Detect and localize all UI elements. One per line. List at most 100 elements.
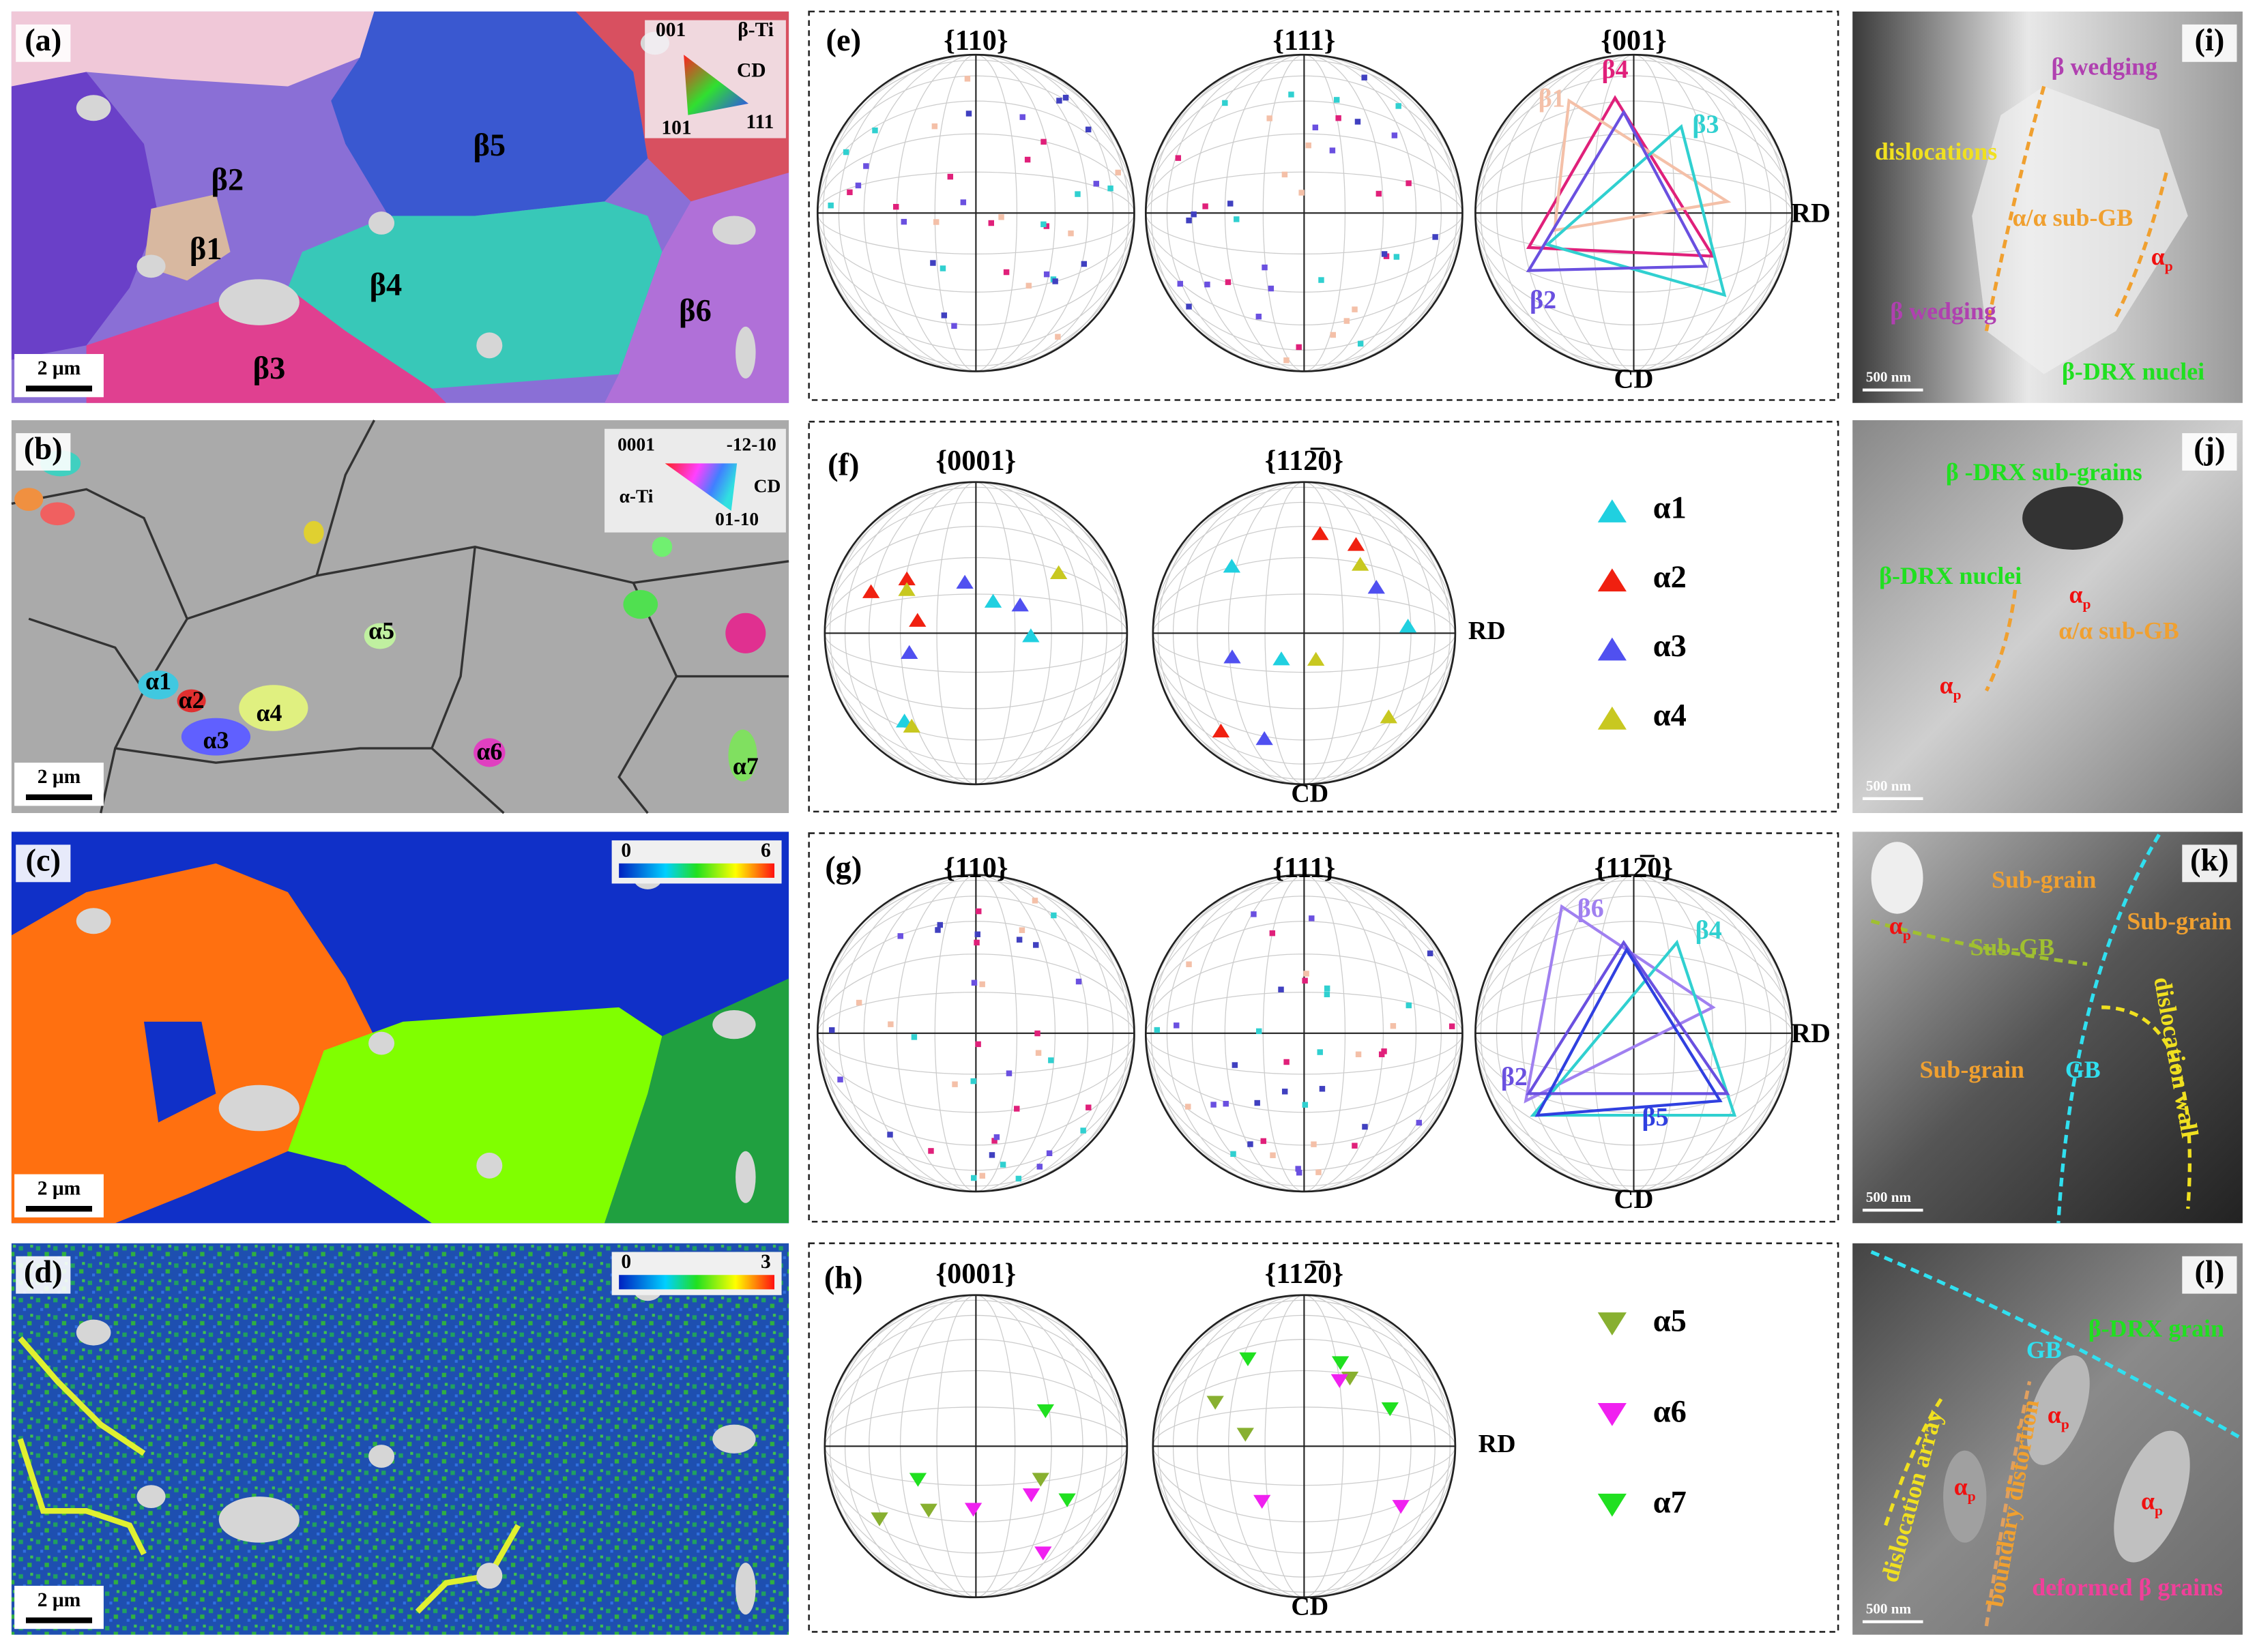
- grain: [11, 11, 375, 87]
- legend-label: α6: [1653, 1395, 1687, 1430]
- grain: [11, 72, 159, 360]
- panel-label: (j): [2194, 432, 2225, 467]
- label: -12-10: [727, 434, 776, 454]
- variant-triangle: [1530, 939, 1737, 1117]
- pole-point: [1390, 1022, 1397, 1029]
- marker: [1239, 1352, 1257, 1367]
- annotation: αp: [1940, 672, 1962, 703]
- grain-label: β1: [190, 232, 222, 267]
- pole-point: [1343, 318, 1350, 324]
- annotation: αp: [1954, 1473, 1976, 1505]
- annotation-text: Sub-GB: [1970, 934, 2055, 961]
- annotation-text: α: [1889, 912, 1903, 939]
- axis-label: CD: [1291, 779, 1328, 808]
- pole-figure-title: {111}: [1272, 852, 1335, 884]
- pole-figure-title: {111}: [1272, 25, 1335, 57]
- annotation-text: Sub-grain: [2127, 908, 2232, 935]
- label: 0: [621, 840, 631, 861]
- marker: [1597, 1493, 1627, 1517]
- panel-label: (k): [2190, 844, 2229, 879]
- label: 111: [746, 111, 774, 133]
- pole-point: [1319, 1086, 1326, 1092]
- annotation: α/α sub-GB: [2013, 204, 2134, 231]
- pole-point: [1303, 971, 1309, 977]
- pole-point: [1019, 927, 1025, 933]
- legend-label: α3: [1653, 629, 1687, 664]
- pole-point: [1234, 216, 1240, 222]
- pole-point: [1362, 1123, 1368, 1130]
- panel-label: (b): [24, 432, 63, 467]
- pole-point: [1283, 1059, 1290, 1065]
- panel-label: (f): [828, 447, 859, 482]
- marker: [984, 593, 1002, 608]
- variant-label: β3: [1692, 110, 1719, 138]
- variant-triangle: [1526, 95, 1716, 258]
- boundary-traces: [1870, 85, 2244, 1627]
- pole-point: [1055, 334, 1061, 340]
- marker: [1347, 537, 1365, 551]
- annotation: β-DRX grain: [2088, 1315, 2224, 1342]
- pole-point: [971, 1175, 977, 1181]
- pole-point: [1298, 190, 1305, 196]
- label: 3: [761, 1251, 771, 1273]
- annotation-text: α/α sub-GB: [2013, 204, 2134, 231]
- pole-point: [887, 1132, 893, 1138]
- panel-label-box: [16, 24, 71, 62]
- grain: [331, 11, 648, 216]
- annotation: α/α sub-GB: [2058, 617, 2179, 645]
- pole-figure: [1152, 481, 1457, 786]
- pole-point: [1395, 103, 1401, 109]
- variant-triangle: [1524, 904, 1716, 1104]
- label: 0: [621, 1251, 631, 1273]
- pole-point: [964, 76, 971, 82]
- marker: [1597, 706, 1627, 730]
- marker: [1022, 628, 1040, 643]
- marker: [1255, 731, 1273, 746]
- annotation-text: α: [1954, 1473, 1968, 1501]
- annotation-text: α: [2048, 1401, 2061, 1428]
- annotation: αp: [2048, 1401, 2069, 1432]
- pole-point: [1281, 171, 1288, 178]
- annotation-text: α: [1940, 672, 1953, 699]
- pole-point: [941, 312, 948, 319]
- annotation: dislocations: [1875, 138, 1997, 165]
- grain-label: α2: [179, 686, 205, 713]
- scale-bar-label: 500 nm: [1866, 778, 1912, 794]
- alpha-grain: [2114, 1430, 2190, 1563]
- legend-label: α1: [1653, 491, 1687, 526]
- pole-point: [1361, 74, 1367, 80]
- marker: [1223, 649, 1241, 664]
- marker: [909, 613, 927, 627]
- panel-label-box: [16, 1256, 71, 1294]
- marker: [1032, 1473, 1049, 1487]
- grain: [287, 1007, 662, 1224]
- pole-point: [1255, 313, 1262, 320]
- pole-point: [1324, 991, 1330, 998]
- pole-point: [1024, 156, 1031, 163]
- marker: [1380, 709, 1397, 724]
- pole-point: [1324, 985, 1330, 992]
- pole-point: [965, 110, 972, 117]
- pole-point: [1075, 191, 1081, 197]
- marker: [1036, 1404, 1055, 1419]
- annotation: GB: [2026, 1336, 2062, 1363]
- pole-point: [1333, 97, 1340, 103]
- annotation-subscript: p: [2155, 1503, 2163, 1519]
- marker: [1331, 1356, 1350, 1370]
- ebsd-map-a: [11, 11, 789, 403]
- pole-point: [1309, 915, 1315, 921]
- pole-point: [1262, 264, 1268, 271]
- pole-point: [1107, 185, 1113, 192]
- pole-point: [1355, 1051, 1362, 1058]
- annotation-text: β-DRX nuclei: [2062, 358, 2204, 385]
- pole-point: [998, 214, 1004, 220]
- panel-label: (e): [826, 23, 862, 58]
- annotation: GB: [2065, 1056, 2101, 1083]
- pole-point: [1034, 1030, 1040, 1037]
- scale-bar-label: 500 nm: [1866, 369, 1912, 385]
- tem-image: [1852, 420, 2243, 814]
- pole-point: [1393, 254, 1400, 260]
- pole-point: [951, 323, 957, 329]
- label: 6: [761, 840, 771, 861]
